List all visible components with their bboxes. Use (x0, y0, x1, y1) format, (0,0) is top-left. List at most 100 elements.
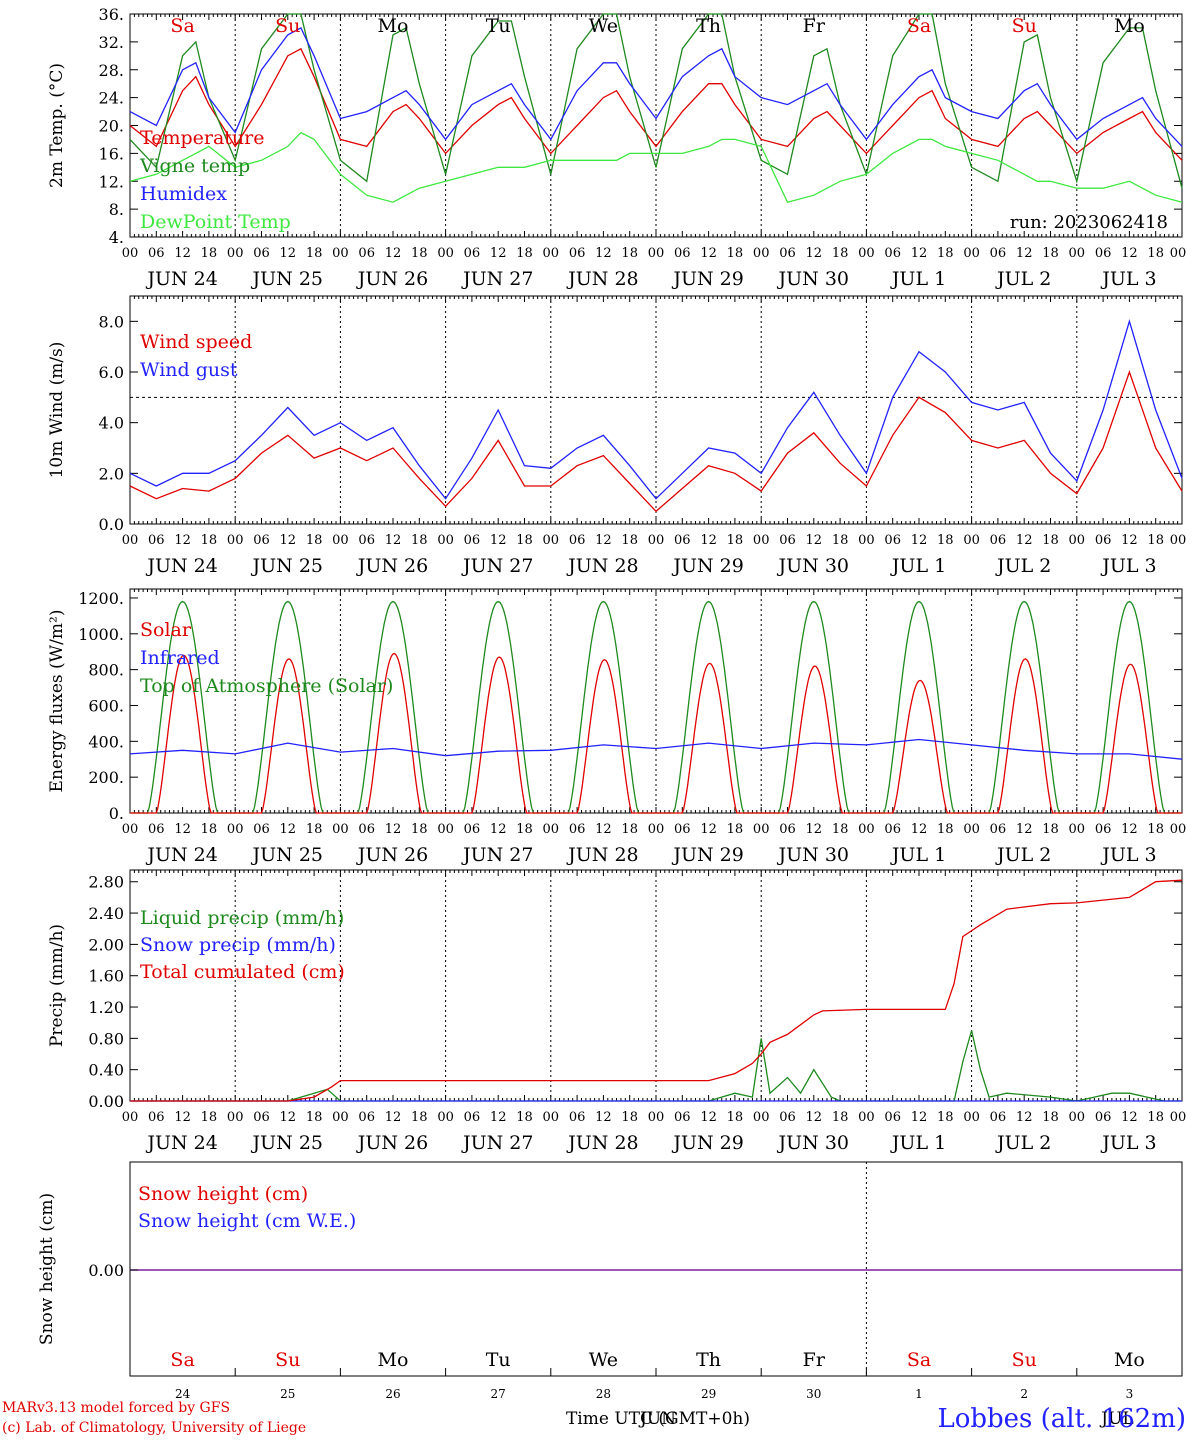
x-hour-label: 00 (753, 822, 770, 837)
legend-liquid-precip-mm-h-: Liquid precip (mm/h) (140, 907, 344, 929)
x-date-label: JUN 27 (461, 1132, 533, 1154)
x-day-number: 3 (1126, 1387, 1134, 1401)
x-hour-label: 12 (911, 822, 928, 837)
x-axis-label: Time UTC (GMT+0h) (566, 1409, 750, 1429)
day-name: We (589, 15, 618, 37)
day-name: Su (1012, 1349, 1037, 1371)
station-label: Lobbes (alt. 162m) (937, 1404, 1186, 1434)
x-hour-label: 00 (543, 533, 560, 548)
y-tick-label: 2.40 (88, 904, 124, 923)
x-hour-label: 06 (1095, 533, 1112, 548)
x-hour-label: 00 (1170, 822, 1187, 837)
day-name: Sa (170, 1349, 194, 1371)
x-hour-label: 18 (1147, 246, 1164, 261)
x-hour-label: 18 (621, 533, 638, 548)
x-hour-label: 12 (280, 533, 297, 548)
x-date-label: JUN 28 (566, 268, 638, 290)
x-hour-label: 18 (727, 822, 744, 837)
x-hour-label: 06 (990, 533, 1007, 548)
y-tick-label: 1000. (78, 625, 124, 644)
x-hour-label: 06 (569, 822, 586, 837)
x-date-label: JUN 28 (566, 844, 638, 866)
x-hour-label: 12 (1016, 246, 1033, 261)
y-tick-label: 0.0 (99, 515, 124, 534)
x-date-label: JUN 30 (777, 268, 849, 290)
x-date-label: JUL 3 (1100, 555, 1156, 577)
legend-snow-height-cm-w-e-: Snow height (cm W.E.) (138, 1210, 356, 1232)
series-humidex (129, 27, 1183, 147)
x-hour-label: 12 (1016, 533, 1033, 548)
x-hour-label: 12 (490, 822, 507, 837)
x-hour-label: 12 (595, 533, 612, 548)
x-hour-label: 06 (569, 533, 586, 548)
y-tick-label: 4.0 (99, 414, 124, 433)
x-day-number: 26 (385, 1387, 400, 1401)
x-date-label: JUN 24 (145, 844, 217, 866)
x-hour-label: 12 (700, 246, 717, 261)
y-tick-label: 2.00 (88, 935, 124, 954)
x-hour-label: 00 (858, 1110, 875, 1125)
y-tick-label: 0.00 (88, 1261, 124, 1280)
x-hour-label: 00 (122, 822, 139, 837)
series-vigne-temp (129, 13, 1183, 189)
y-tick-label: 400. (88, 732, 124, 751)
y-tick-label: 2.80 (88, 873, 124, 892)
x-hour-label: 00 (753, 533, 770, 548)
x-day-number: 27 (491, 1387, 506, 1401)
x-hour-label: 06 (674, 246, 691, 261)
x-hour-label: 00 (963, 533, 980, 548)
day-name: Su (275, 15, 300, 37)
x-date-label: JUN 26 (356, 268, 428, 290)
x-hour-label: 12 (595, 1110, 612, 1125)
series-total-cumulated-cm- (130, 879, 1183, 1102)
day-name: Sa (907, 1349, 931, 1371)
x-hour-label: 12 (806, 246, 823, 261)
x-date-label: JUN 26 (356, 555, 428, 577)
y-axis-label: 10m Wind (m/s) (47, 342, 67, 479)
x-date-label: JUL 1 (890, 844, 946, 866)
x-hour-label: 06 (884, 533, 901, 548)
x-hour-label: 06 (1095, 822, 1112, 837)
x-hour-label: 18 (621, 822, 638, 837)
x-hour-label: 06 (884, 822, 901, 837)
day-name: Tu (486, 15, 511, 37)
series-solar (130, 652, 1182, 814)
x-hour-label: 12 (806, 1110, 823, 1125)
x-day-number: 28 (596, 1387, 611, 1401)
x-hour-label: 00 (963, 246, 980, 261)
legend-snow-precip-mm-h-: Snow precip (mm/h) (140, 934, 336, 956)
day-name: Mo (378, 15, 409, 37)
x-hour-label: 12 (1121, 246, 1138, 261)
x-hour-label: 12 (280, 1110, 297, 1125)
x-hour-label: 00 (1069, 533, 1086, 548)
x-hour-label: 00 (1170, 1110, 1187, 1125)
x-hour-label: 18 (937, 1110, 954, 1125)
legend-dewpoint-temp: DewPoint Temp (140, 211, 291, 233)
x-hour-label: 00 (648, 246, 665, 261)
x-date-label: JUN 29 (671, 555, 743, 577)
y-tick-label: 6.0 (99, 363, 124, 382)
x-hour-label: 12 (174, 1110, 191, 1125)
series-temperature (129, 47, 1183, 161)
x-date-label: JUN 29 (671, 844, 743, 866)
x-hour-label: 00 (227, 822, 244, 837)
x-hour-label: 12 (385, 1110, 402, 1125)
x-hour-label: 12 (385, 822, 402, 837)
x-hour-label: 06 (884, 246, 901, 261)
x-hour-label: 18 (727, 246, 744, 261)
x-day-number: 24 (175, 1387, 191, 1401)
x-hour-label: 18 (411, 246, 428, 261)
run-annotation: run: 2023062418 (1010, 212, 1168, 233)
y-tick-label: 32. (99, 33, 124, 52)
x-hour-label: 06 (674, 822, 691, 837)
x-hour-label: 12 (174, 533, 191, 548)
x-hour-label: 18 (1042, 822, 1059, 837)
x-date-label: JUN 25 (251, 555, 323, 577)
series-dewpoint-temp (129, 131, 1183, 203)
x-hour-label: 18 (832, 1110, 849, 1125)
x-hour-label: 00 (122, 1110, 139, 1125)
y-axis-label: Energy fluxes (W/m²) (47, 610, 67, 793)
y-tick-label: 800. (88, 661, 124, 680)
legend-vigne-temp: Vigne temp (139, 155, 250, 177)
series-wind-speed (129, 370, 1183, 513)
